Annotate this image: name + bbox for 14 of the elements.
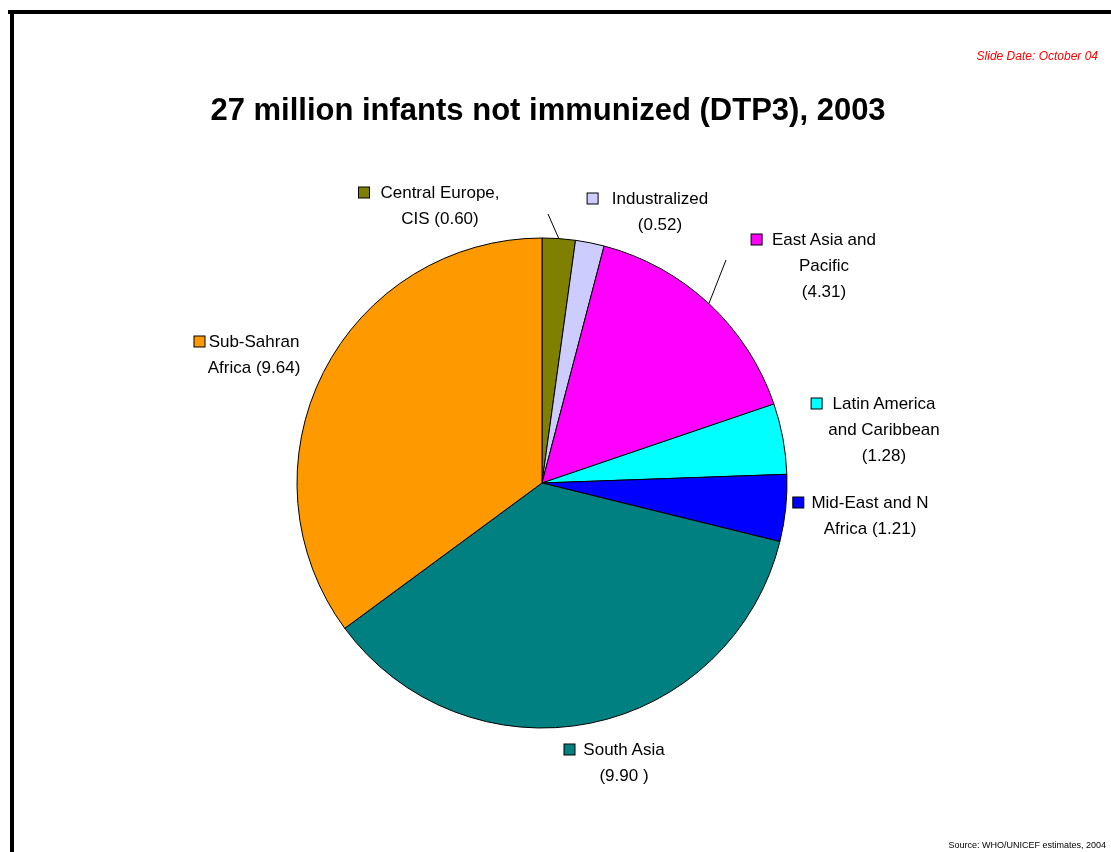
chart-title: 27 million infants not immunized (DTP3), 2003 bbox=[210, 92, 886, 127]
source-note: Source: WHO/UNICEF estimates, 2004 bbox=[948, 840, 1106, 850]
legend-label: Mid-East and N Africa (1.21) bbox=[811, 493, 929, 538]
legend-label: Central Europe, CIS (0.60) bbox=[380, 183, 500, 228]
legend-label: Sub-Sahran Africa (9.64) bbox=[207, 332, 301, 377]
legend-label: East Asia and Pacific bbox=[772, 230, 876, 275]
data-label: (1.28) bbox=[861, 446, 907, 465]
data-label: (4.31) bbox=[801, 282, 847, 301]
legend-label: South Asia bbox=[583, 740, 666, 759]
legend-label: Latin America and Caribbean bbox=[828, 394, 940, 439]
text: Slide Date: October 04 bbox=[976, 49, 1099, 63]
data-label: (0.52) bbox=[637, 215, 683, 234]
data-label: (9.90 ) bbox=[599, 766, 649, 785]
legend-label: Industralized bbox=[611, 189, 709, 208]
